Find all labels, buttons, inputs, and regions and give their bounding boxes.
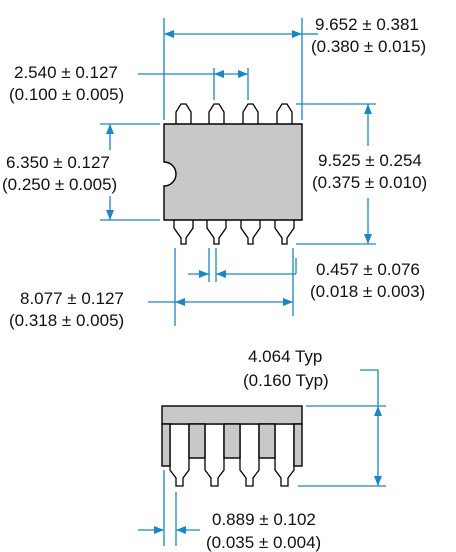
label-pin-pitch-mm: 2.540 ± 0.127 (14, 63, 118, 82)
dim-body-width (100, 123, 160, 221)
top-view-lower-pins (173, 217, 295, 245)
dim-overall-width (296, 103, 376, 245)
label-lead-width-inch: (0.018 ± 0.003) (310, 282, 425, 301)
side-view-body-left (161, 423, 171, 467)
side-view-body-top (161, 405, 303, 425)
side-view (161, 405, 303, 487)
side-pin-3 (239, 423, 260, 487)
label-body-length-inch: (0.380 ± 0.015) (311, 37, 426, 56)
side-view-body-gap-2 (223, 423, 241, 459)
top-view-package-body (163, 123, 303, 221)
side-view-body-gap-3 (258, 423, 276, 459)
dim-pin-pitch (138, 68, 249, 100)
label-body-width-inch: (0.250 ± 0.005) (2, 175, 117, 194)
label-body-width-mm: 6.350 ± 0.127 (6, 153, 110, 172)
dim-body-length (163, 18, 318, 120)
label-overall-width-mm: 9.525 ± 0.254 (318, 151, 422, 170)
pin-lower-2 (206, 217, 227, 245)
side-pin-2 (204, 423, 225, 487)
side-view-body-right (293, 423, 303, 467)
label-lead-span-mm: 8.077 ± 0.127 (20, 289, 124, 308)
label-height-mm: 4.064 Typ (248, 347, 322, 366)
dim-lead-width (188, 248, 297, 282)
pin-lower-1 (173, 217, 194, 245)
label-lead-span-inch: (0.318 ± 0.005) (9, 311, 124, 330)
dim-standoff (138, 470, 200, 546)
label-pin-pitch-inch: (0.100 ± 0.005) (9, 85, 124, 104)
side-pin-4 (274, 423, 295, 487)
dim-height (298, 369, 386, 487)
label-standoff-inch: (0.035 ± 0.004) (206, 533, 321, 552)
side-pin-1 (169, 423, 190, 487)
label-overall-width-inch: (0.375 ± 0.010) (312, 173, 427, 192)
label-lead-width-mm: 0.457 ± 0.076 (316, 260, 420, 279)
label-body-length-mm: 9.652 ± 0.381 (315, 15, 419, 34)
pin-lower-3 (240, 217, 261, 245)
pin-lower-4 (274, 217, 295, 245)
label-height-inch: (0.160 Typ) (243, 371, 329, 390)
dim-lead-span (148, 248, 294, 326)
side-view-body-gap-1 (188, 423, 206, 459)
label-standoff-mm: 0.889 ± 0.102 (212, 510, 316, 529)
